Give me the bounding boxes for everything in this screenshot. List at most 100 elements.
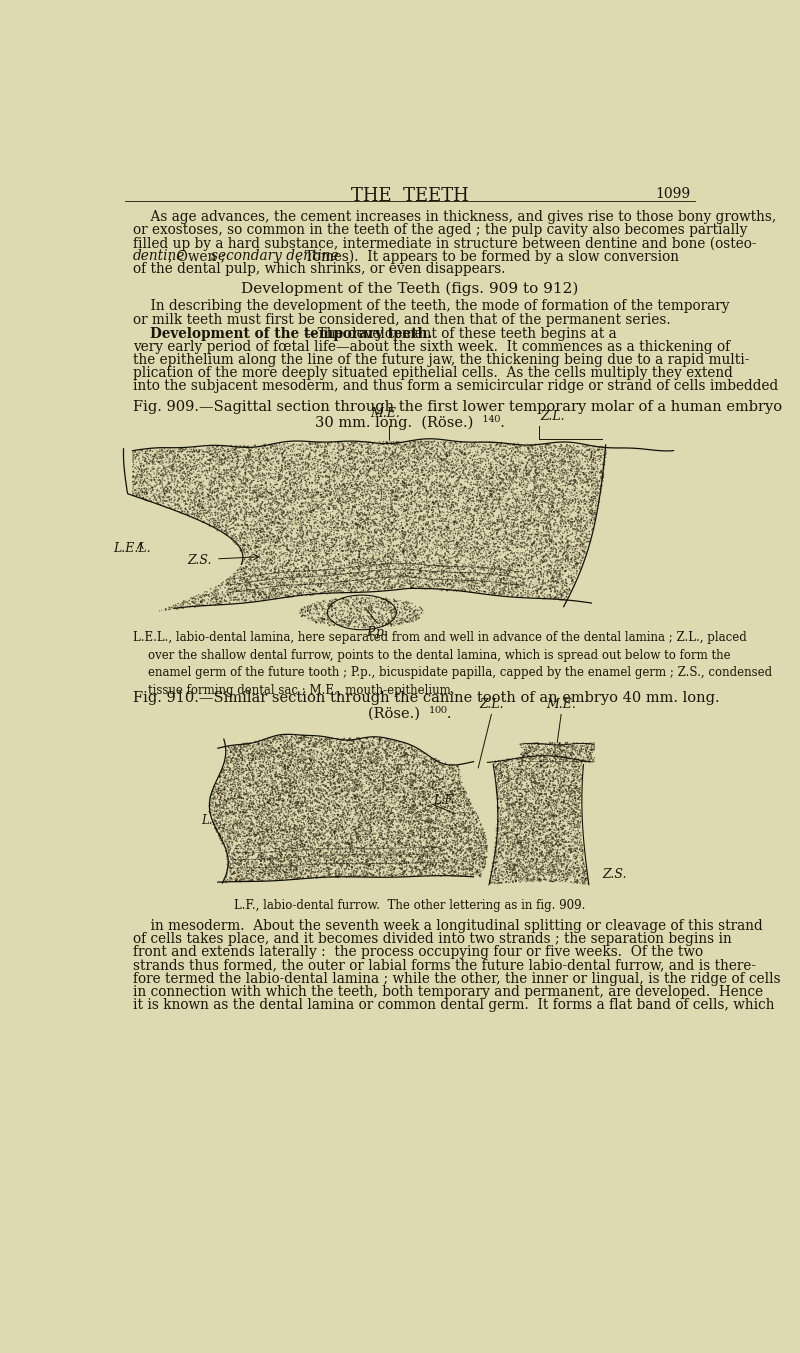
Point: [209, 580, 222, 602]
Point: [241, 469, 254, 491]
Point: [356, 482, 369, 503]
Point: [558, 736, 571, 758]
Point: [336, 528, 349, 549]
Point: [272, 494, 285, 515]
Point: [240, 590, 253, 612]
Point: [300, 859, 313, 881]
Point: [260, 775, 273, 797]
Point: [274, 786, 286, 808]
Point: [368, 456, 381, 478]
Point: [359, 505, 372, 526]
Point: [258, 787, 271, 809]
Point: [425, 752, 438, 774]
Point: [362, 561, 375, 583]
Point: [238, 831, 250, 852]
Point: [277, 839, 290, 861]
Point: [363, 534, 376, 556]
Point: [335, 854, 348, 875]
Point: [493, 566, 506, 587]
Point: [318, 580, 331, 602]
Point: [462, 574, 475, 595]
Point: [535, 464, 548, 486]
Point: [349, 816, 362, 838]
Point: [349, 529, 362, 551]
Point: [506, 839, 519, 861]
Point: [439, 794, 452, 816]
Point: [366, 816, 378, 838]
Point: [586, 503, 598, 525]
Point: [269, 560, 282, 582]
Point: [446, 806, 458, 828]
Point: [277, 442, 290, 464]
Point: [217, 495, 230, 517]
Point: [369, 591, 382, 613]
Point: [273, 492, 286, 514]
Point: [577, 533, 590, 555]
Point: [358, 732, 371, 754]
Point: [401, 455, 414, 476]
Point: [441, 467, 454, 488]
Point: [328, 582, 341, 603]
Point: [231, 824, 244, 846]
Point: [545, 737, 558, 759]
Point: [224, 827, 237, 848]
Point: [515, 786, 528, 808]
Point: [494, 564, 506, 586]
Point: [586, 465, 598, 487]
Point: [434, 572, 447, 594]
Point: [275, 583, 288, 605]
Point: [434, 815, 447, 836]
Point: [187, 461, 200, 483]
Point: [375, 486, 388, 507]
Point: [226, 739, 239, 760]
Point: [436, 476, 449, 498]
Point: [414, 777, 427, 798]
Point: [275, 735, 288, 756]
Point: [438, 578, 450, 599]
Point: [464, 821, 477, 843]
Point: [490, 851, 502, 873]
Point: [472, 828, 485, 850]
Point: [359, 750, 372, 771]
Point: [546, 587, 559, 609]
Point: [331, 804, 344, 825]
Point: [238, 801, 250, 823]
Point: [306, 854, 318, 875]
Point: [302, 801, 315, 823]
Point: [342, 865, 355, 886]
Point: [274, 728, 286, 750]
Point: [594, 461, 606, 483]
Point: [262, 486, 275, 507]
Point: [394, 804, 406, 825]
Point: [336, 773, 349, 794]
Point: [237, 476, 250, 498]
Point: [439, 509, 452, 530]
Point: [542, 739, 555, 760]
Point: [519, 563, 532, 584]
Point: [362, 525, 374, 547]
Point: [267, 543, 280, 564]
Point: [450, 760, 462, 782]
Point: [444, 797, 457, 819]
Point: [558, 869, 571, 890]
Point: [320, 474, 333, 495]
Point: [509, 499, 522, 521]
Point: [242, 747, 255, 769]
Point: [534, 769, 547, 790]
Point: [362, 809, 374, 831]
Point: [331, 809, 344, 831]
Point: [218, 777, 231, 798]
Point: [434, 480, 446, 502]
Point: [512, 432, 525, 453]
Point: [430, 755, 443, 777]
Point: [382, 729, 394, 751]
Point: [522, 528, 535, 549]
Point: [556, 831, 569, 852]
Point: [497, 543, 510, 564]
Point: [474, 856, 486, 878]
Point: [365, 747, 378, 769]
Point: [294, 526, 306, 548]
Point: [174, 440, 186, 461]
Point: [314, 796, 326, 817]
Point: [375, 444, 388, 465]
